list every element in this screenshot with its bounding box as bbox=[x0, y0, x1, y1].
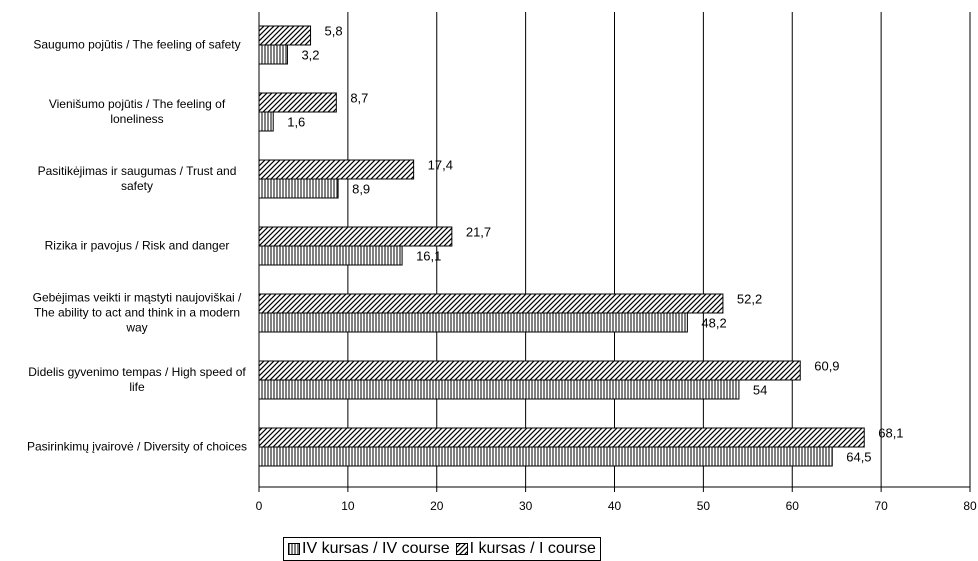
x-tick-label: 70 bbox=[874, 499, 888, 513]
legend-swatch bbox=[288, 543, 300, 555]
x-tick-label: 80 bbox=[963, 499, 977, 513]
plot: 0 10 20 30 40 50 60 70 80 3,2 5,8 1,6 8,7 8,9 17,4 16,1… bbox=[256, 12, 977, 513]
legend-swatch-rect bbox=[455, 543, 468, 555]
x-tick-label: 20 bbox=[430, 499, 444, 513]
value-label: 64,5 bbox=[846, 449, 871, 464]
bar bbox=[258, 379, 740, 400]
legend-item: I kursas / I course bbox=[455, 540, 596, 558]
legend: IV kursas / IV course I kursas / I course bbox=[283, 537, 601, 561]
legend-label: I kursas / I course bbox=[469, 540, 596, 557]
x-tick-label: 40 bbox=[608, 499, 622, 513]
value-label: 68,1 bbox=[878, 425, 903, 440]
bar bbox=[258, 293, 724, 314]
bar bbox=[258, 427, 865, 448]
legend-swatch-rect bbox=[288, 543, 300, 555]
x-tick-label: 30 bbox=[519, 499, 533, 513]
x-tick-label: 60 bbox=[786, 499, 800, 513]
bar bbox=[258, 44, 288, 65]
value-label: 5,8 bbox=[325, 23, 343, 38]
x-tick-label: 0 bbox=[256, 499, 263, 513]
category-label: Didelis gyvenimo tempas / High speed of … bbox=[28, 365, 246, 394]
value-label: 48,2 bbox=[701, 315, 726, 330]
value-label: 3,2 bbox=[301, 47, 319, 62]
bar bbox=[258, 446, 833, 467]
bar bbox=[258, 226, 453, 247]
value-label: 60,9 bbox=[814, 358, 839, 373]
bar bbox=[258, 178, 339, 199]
value-label: 8,9 bbox=[352, 181, 370, 196]
bar bbox=[258, 360, 801, 381]
legend-label: IV kursas / IV course bbox=[302, 540, 450, 557]
category-label: Gebėjimas veikti ir mąstyti naujoviškai … bbox=[32, 290, 242, 335]
bar bbox=[258, 159, 415, 180]
bar bbox=[258, 312, 688, 333]
bar bbox=[258, 111, 274, 132]
value-label: 16,1 bbox=[416, 248, 441, 263]
value-label: 1,6 bbox=[287, 114, 305, 129]
value-label: 17,4 bbox=[428, 157, 453, 172]
value-label: 52,2 bbox=[737, 291, 762, 306]
category-label: Pasirinkimų įvairovė / Diversity of choi… bbox=[26, 439, 248, 454]
bar bbox=[258, 25, 312, 46]
x-tick-label: 10 bbox=[341, 499, 355, 513]
value-label: 21,7 bbox=[466, 224, 491, 239]
bar bbox=[258, 245, 403, 266]
legend-item: IV kursas / IV course bbox=[288, 540, 450, 558]
category-label: Rizika ir pavojus / Risk and danger bbox=[44, 238, 230, 253]
category-label: Pasitikėjimas ir saugumas / Trust and sa… bbox=[37, 164, 237, 193]
value-label: 54 bbox=[753, 382, 767, 397]
x-tick-label: 50 bbox=[697, 499, 711, 513]
legend-swatch bbox=[455, 543, 468, 555]
category-label: Saugumo pojūtis / The feeling of safety bbox=[33, 37, 241, 52]
value-label: 8,7 bbox=[350, 90, 368, 105]
bar bbox=[258, 92, 337, 113]
category-label: Vienišumo pojūtis / The feeling of lonel… bbox=[48, 97, 226, 126]
